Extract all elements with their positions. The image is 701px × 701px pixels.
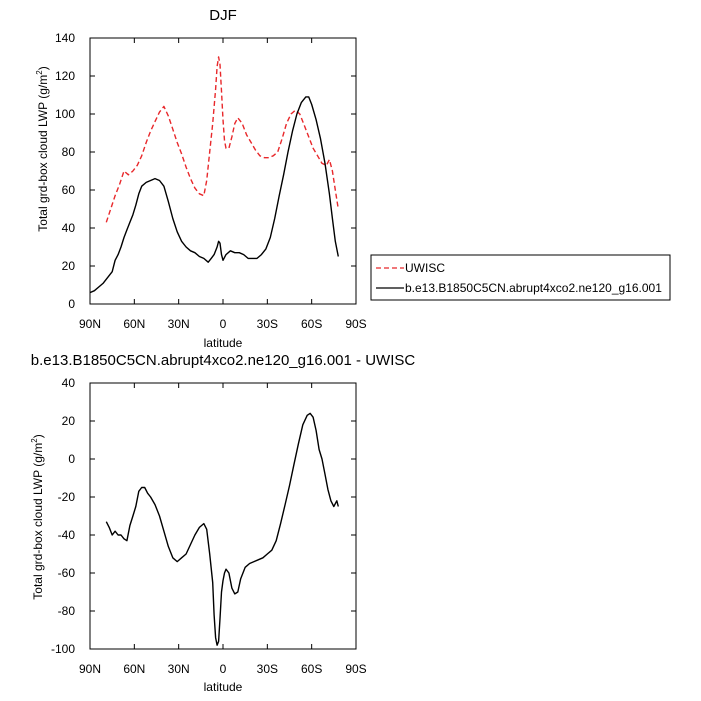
bottom-chart-ytick-label: -60	[58, 566, 76, 580]
bottom-chart-xtick-label: 90N	[79, 662, 101, 676]
top-chart-ytick-label: 80	[62, 145, 76, 159]
top-chart-ticks: 90N 60N 30N 0 30S 60S 90S 0 20 40 60 80 100 120 140	[55, 31, 367, 331]
bottom-chart-ytick-label: -20	[58, 490, 76, 504]
top-chart-xtick-label: 30N	[168, 317, 190, 331]
top-chart: DJF latitude Total grd-box cloud LWP (g/…	[35, 7, 367, 350]
bottom-chart-frame	[89, 382, 357, 650]
bottom-chart-xtick-label: 30N	[168, 662, 190, 676]
bottom-chart-lines	[105, 412, 339, 646]
legend-label-uwisc: UWISC	[405, 261, 445, 275]
top-chart-series-line-0	[105, 56, 339, 223]
bottom-chart-ytick-label: -100	[51, 642, 75, 656]
top-chart-ylabel: Total grd-box cloud LWP (g/m2)	[35, 66, 50, 231]
bottom-chart-ytick-label: -40	[58, 528, 76, 542]
top-chart-xtick-label: 60S	[301, 317, 322, 331]
legend-label-model: b.e13.B1850C5CN.abrupt4xco2.ne120_g16.00…	[405, 281, 662, 295]
top-chart-xtick-label: 90S	[345, 317, 366, 331]
bottom-chart-title: b.e13.B1850C5CN.abrupt4xco2.ne120_g16.00…	[31, 352, 416, 369]
bottom-chart-xtick-label: 60S	[301, 662, 322, 676]
top-chart-ytick-label: 60	[62, 183, 76, 197]
bottom-chart: b.e13.B1850C5CN.abrupt4xco2.ne120_g16.00…	[30, 352, 415, 694]
top-chart-ytick-label: 140	[55, 31, 75, 45]
top-chart-ytick-label: 40	[62, 221, 76, 235]
bottom-chart-xtick-label: 90S	[345, 662, 366, 676]
top-chart-lines	[89, 56, 339, 294]
bottom-chart-ylabel: Total grd-box cloud LWP (g/m2)	[30, 434, 45, 599]
bottom-chart-ytick-label: 0	[68, 452, 75, 466]
top-chart-ytick-label: 100	[55, 107, 75, 121]
bottom-chart-ticks: 90N 60N 30N 0 30S 60S 90S -100 -80 -60 -40 -20 0 20 40	[51, 376, 367, 676]
legend: UWISC b.e13.B1850C5CN.abrupt4xco2.ne120_…	[370, 254, 671, 301]
top-chart-ytick-label: 0	[68, 297, 75, 311]
top-chart-xtick-label: 60N	[123, 317, 145, 331]
top-chart-series-line-1	[89, 96, 339, 294]
top-chart-xtick-label: 0	[220, 317, 227, 331]
top-chart-xtick-label: 90N	[79, 317, 101, 331]
bottom-chart-ytick-label: 20	[62, 414, 76, 428]
top-chart-ytick-label: 20	[62, 259, 76, 273]
bottom-chart-series-line-0	[105, 412, 339, 646]
top-chart-xtick-label: 30S	[257, 317, 278, 331]
top-chart-ytick-label: 120	[55, 69, 75, 83]
bottom-chart-xtick-label: 0	[220, 662, 227, 676]
bottom-chart-xlabel: latitude	[204, 680, 243, 694]
top-chart-xlabel: latitude	[204, 336, 243, 350]
bottom-chart-ytick-label: -80	[58, 604, 76, 618]
top-chart-title: DJF	[209, 7, 237, 24]
top-chart-frame	[89, 37, 357, 305]
bottom-chart-xtick-label: 60N	[123, 662, 145, 676]
bottom-chart-xtick-label: 30S	[257, 662, 278, 676]
bottom-chart-ytick-label: 40	[62, 376, 76, 390]
legend-box	[370, 254, 671, 301]
